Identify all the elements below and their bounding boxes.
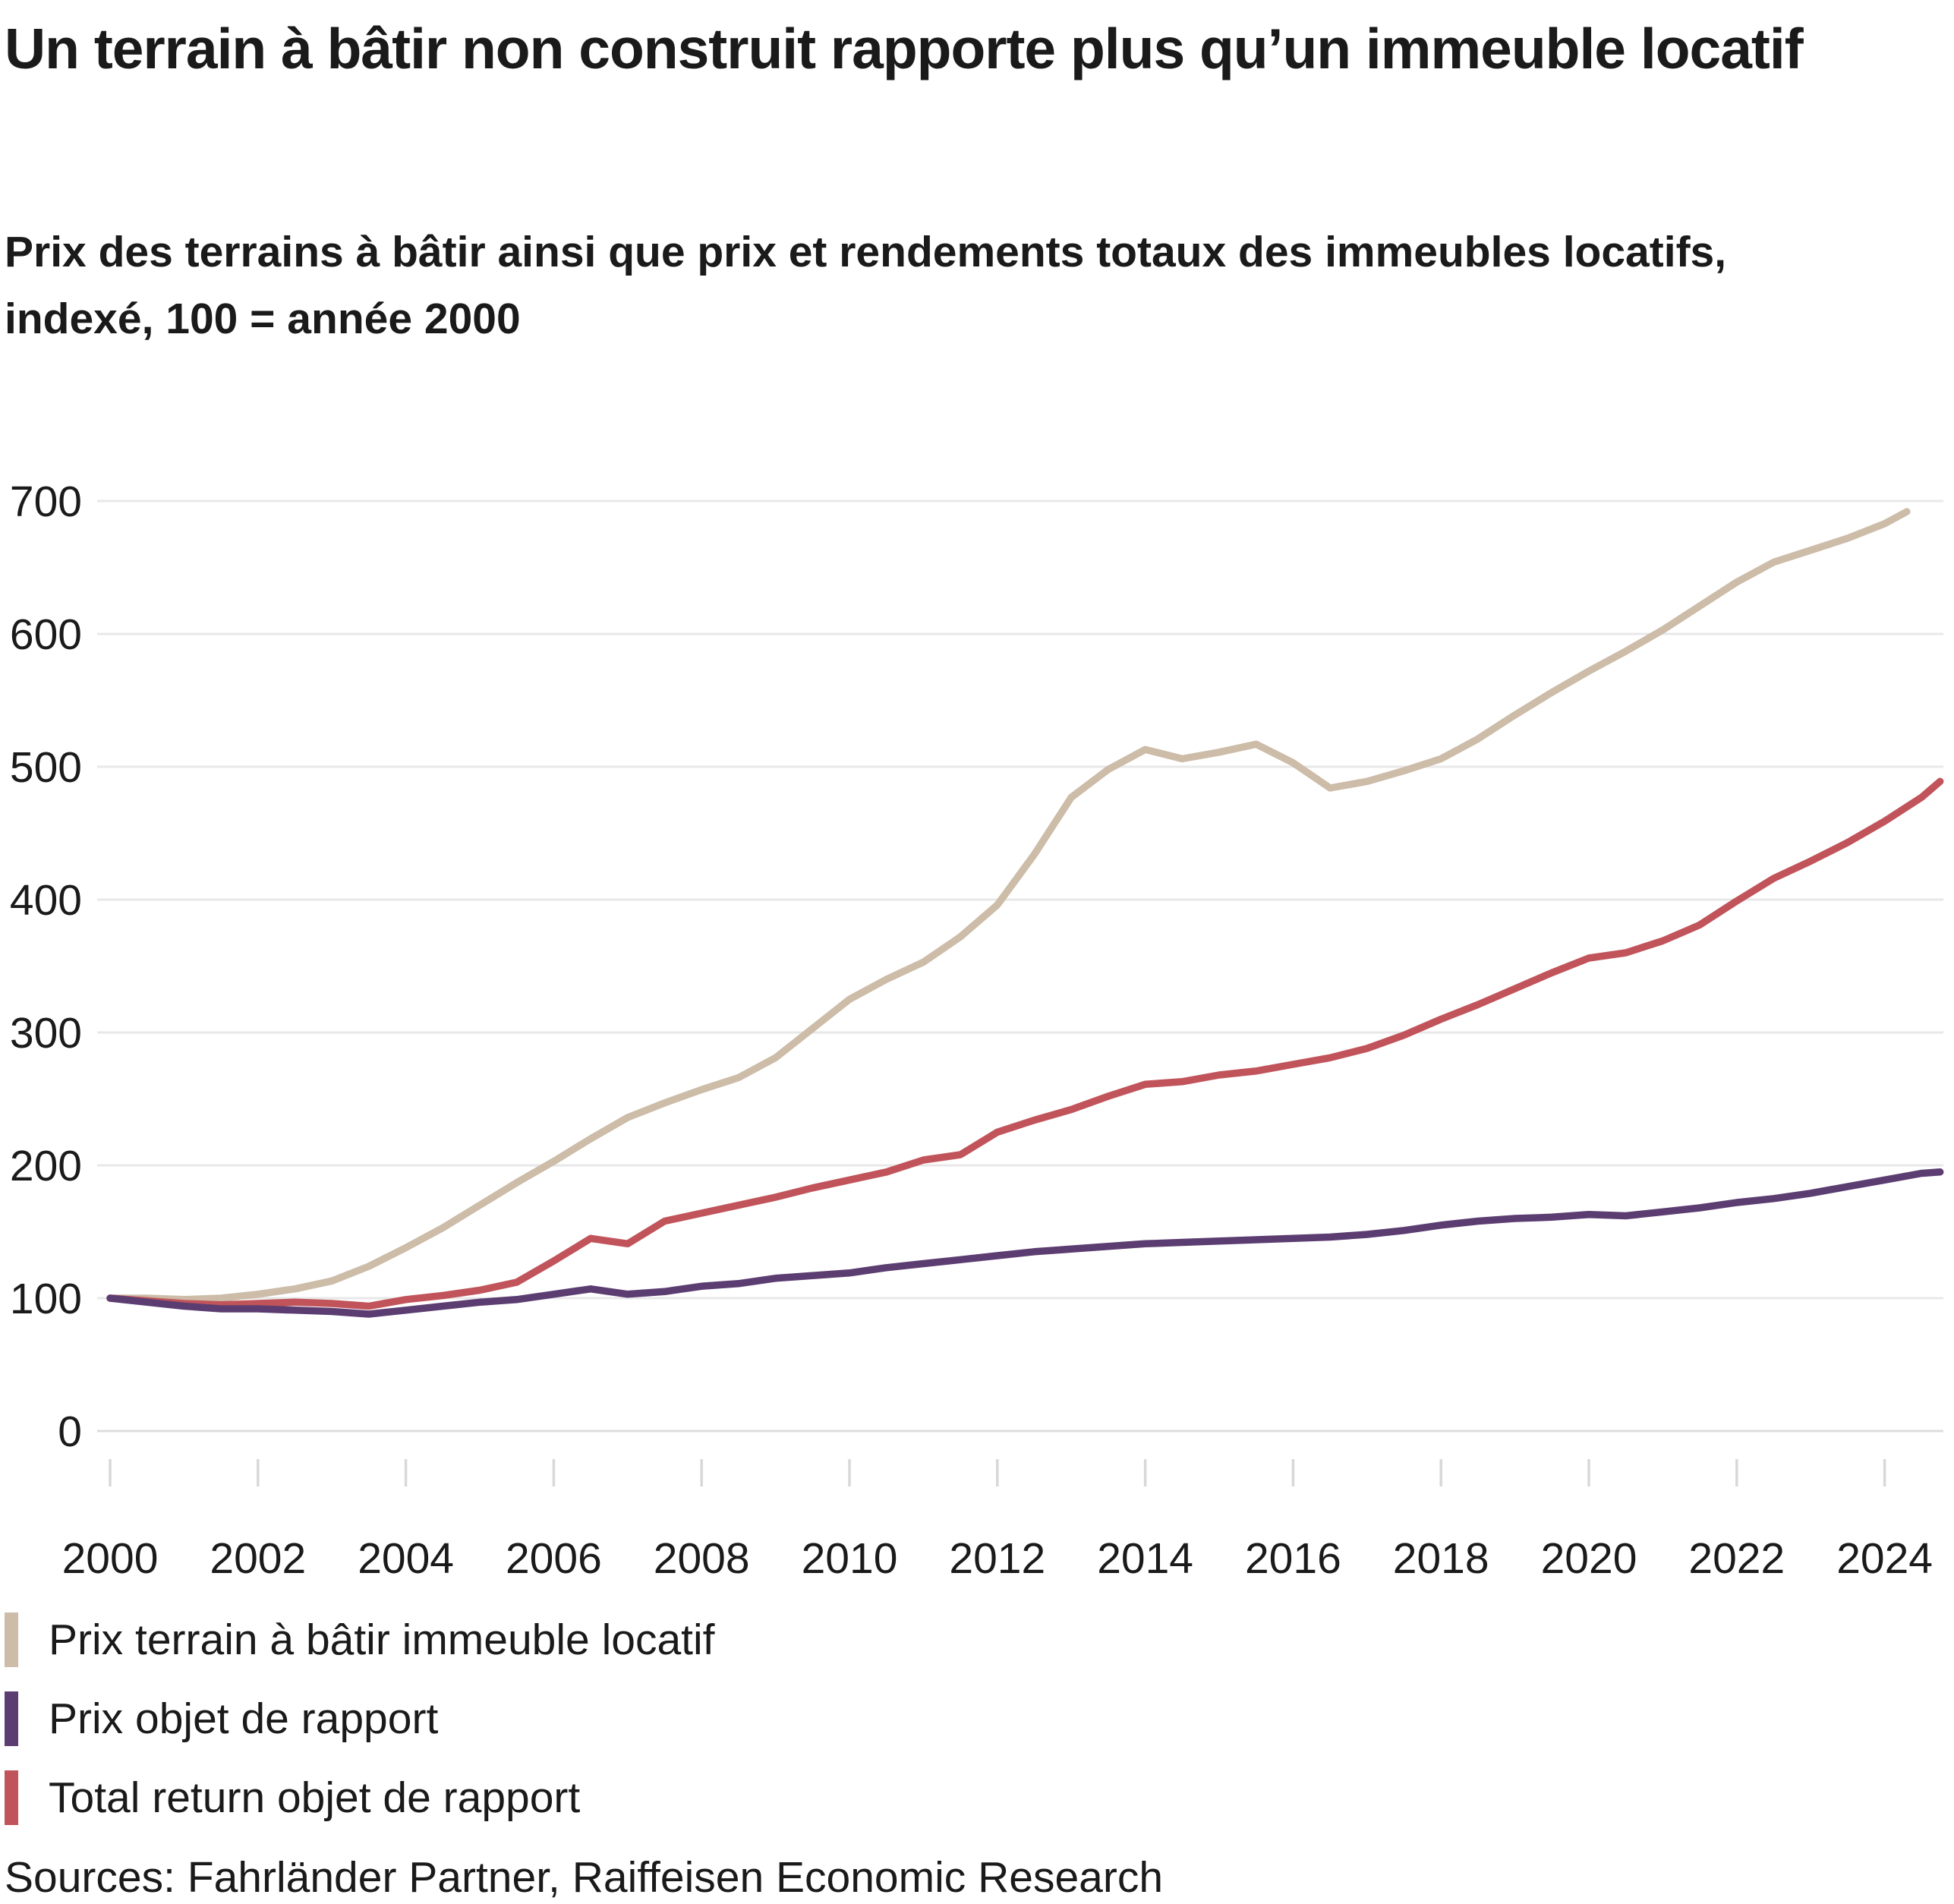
y-axis-label-100: 100 bbox=[10, 1275, 82, 1323]
y-axis-labels: 0 100 200 300 400 500 600 700 bbox=[10, 478, 82, 1456]
legend-swatch-3 bbox=[5, 1770, 18, 1825]
x-axis-labels: 2000 2002 2004 2006 2008 2010 2012 2014 2016 2018… bbox=[62, 1534, 1933, 1583]
x-axis-label-2018: 2018 bbox=[1393, 1534, 1489, 1583]
x-axis-label-2016: 2016 bbox=[1245, 1534, 1341, 1583]
legend-label-3: Total return objet de rapport bbox=[49, 1773, 581, 1822]
y-axis-label-300: 300 bbox=[10, 1009, 82, 1058]
legend-item-1: Prix terrain à bâtir immeuble locatif bbox=[5, 1612, 715, 1667]
series-line-1 bbox=[106, 508, 1911, 1303]
x-axis-label-2002: 2002 bbox=[210, 1534, 306, 1583]
y-axis-label-600: 600 bbox=[10, 610, 82, 659]
x-axis-label-2014: 2014 bbox=[1097, 1534, 1193, 1583]
y-axis-label-500: 500 bbox=[10, 743, 82, 792]
chart-title: Un terrain à bâtir non construit rapport… bbox=[5, 17, 1804, 80]
legend-item-3: Total return objet de rapport bbox=[5, 1770, 715, 1825]
x-axis-label-2004: 2004 bbox=[358, 1534, 454, 1583]
y-axis-label-200: 200 bbox=[10, 1142, 82, 1190]
x-axis-ticks bbox=[109, 1459, 1886, 1486]
x-axis-label-2010: 2010 bbox=[802, 1534, 898, 1583]
y-axis-label-0: 0 bbox=[58, 1408, 82, 1456]
sources: Sources: Fahrländer Partner, Raiffeisen … bbox=[5, 1853, 1164, 1902]
y-axis-label-400: 400 bbox=[10, 876, 82, 925]
chart-series bbox=[106, 508, 1944, 1318]
legend-label-2: Prix objet de rapport bbox=[49, 1694, 439, 1743]
x-axis-label-2012: 2012 bbox=[949, 1534, 1045, 1583]
legend-item-2: Prix objet de rapport bbox=[5, 1691, 715, 1746]
chart-subtitle: Prix des terrains à bâtir ainsi que prix… bbox=[5, 219, 1726, 353]
x-axis-label-2020: 2020 bbox=[1541, 1534, 1637, 1583]
legend-label-1: Prix terrain à bâtir immeuble locatif bbox=[49, 1615, 715, 1664]
x-axis-label-2008: 2008 bbox=[654, 1534, 750, 1583]
legend: Prix terrain à bâtir immeuble locatif Pri… bbox=[5, 1612, 715, 1825]
x-axis-label-2022: 2022 bbox=[1688, 1534, 1785, 1583]
y-axis-label-700: 700 bbox=[10, 478, 82, 526]
legend-swatch-1 bbox=[5, 1612, 18, 1667]
chart-subtitle-line-2: indexé, 100 = année 2000 bbox=[5, 295, 521, 344]
legend-swatch-2 bbox=[5, 1691, 18, 1746]
x-axis-label-2006: 2006 bbox=[506, 1534, 602, 1583]
chart-subtitle-line-1: Prix des terrains à bâtir ainsi que prix… bbox=[5, 228, 1727, 276]
gridlines bbox=[97, 500, 1943, 1433]
series-line-2 bbox=[106, 1168, 1944, 1318]
x-axis-label-2024: 2024 bbox=[1836, 1534, 1933, 1583]
x-axis-label-2000: 2000 bbox=[62, 1534, 159, 1583]
series-line-3 bbox=[106, 777, 1944, 1310]
